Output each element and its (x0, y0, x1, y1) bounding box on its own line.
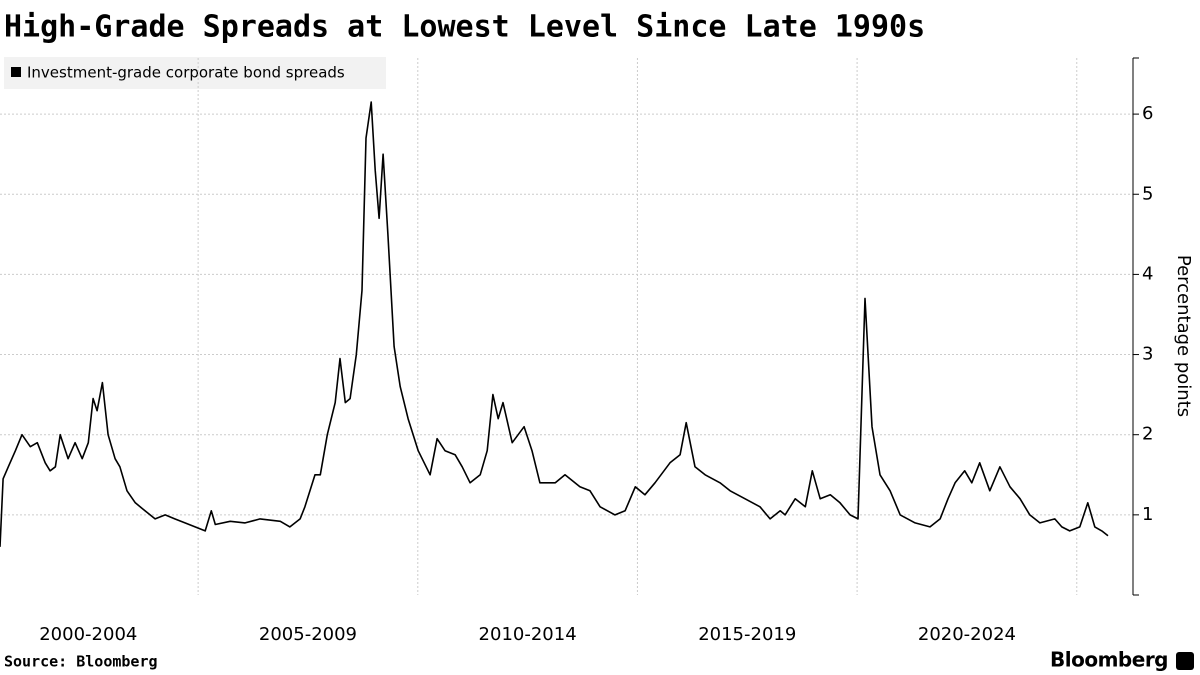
x-category-label: 2015-2019 (698, 624, 796, 645)
x-category-label: 2020-2024 (918, 624, 1016, 645)
y-tick-label: 6 (1142, 103, 1153, 124)
series-line (0, 101, 1109, 547)
source: Source: Bloomberg (4, 653, 158, 671)
y-tick-label: 5 (1142, 183, 1153, 204)
y-tick-label: 1 (1142, 504, 1153, 525)
x-category-label: 2005-2009 (259, 624, 357, 645)
x-category-label: 2010-2014 (479, 624, 577, 645)
legend-box (4, 57, 386, 89)
legend-swatch (11, 67, 21, 77)
x-category-label: 2000-2004 (39, 624, 137, 645)
legend-label: Investment-grade corporate bond spreads (27, 64, 345, 82)
logo: Bloomberg (1050, 648, 1168, 672)
chart-title: High-Grade Spreads at Lowest Level Since… (4, 10, 925, 45)
y-tick-label: 2 (1142, 424, 1153, 445)
logo-icon (1176, 652, 1194, 670)
y-tick-label: 4 (1142, 263, 1153, 284)
y-axis-title: Percentage points (1173, 255, 1194, 417)
y-tick-label: 3 (1142, 344, 1153, 365)
